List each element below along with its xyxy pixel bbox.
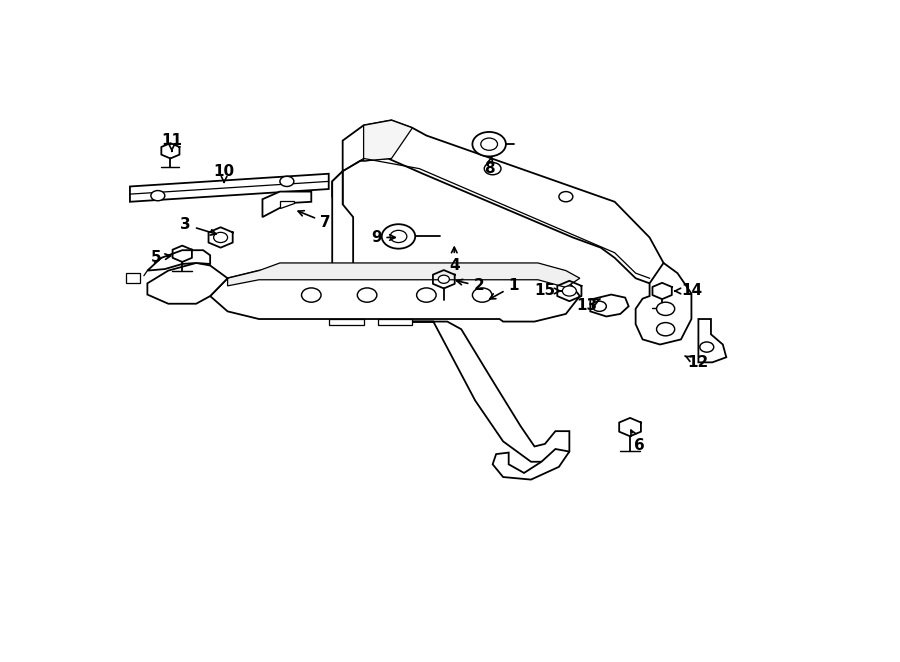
Text: 13: 13 xyxy=(576,299,600,313)
Text: 14: 14 xyxy=(675,283,702,299)
Text: 1: 1 xyxy=(490,279,518,299)
Polygon shape xyxy=(148,263,228,304)
Polygon shape xyxy=(332,171,353,281)
Text: 7: 7 xyxy=(298,211,330,230)
Circle shape xyxy=(390,230,407,242)
Text: 15: 15 xyxy=(535,283,561,299)
Polygon shape xyxy=(635,263,691,344)
Text: 4: 4 xyxy=(449,247,460,273)
Circle shape xyxy=(357,288,377,302)
Text: 8: 8 xyxy=(484,158,494,175)
Polygon shape xyxy=(364,120,412,161)
Polygon shape xyxy=(492,449,570,479)
Polygon shape xyxy=(378,319,412,325)
Polygon shape xyxy=(130,173,328,202)
Circle shape xyxy=(472,288,492,302)
Text: 10: 10 xyxy=(213,164,235,182)
Polygon shape xyxy=(590,295,628,316)
Circle shape xyxy=(472,132,506,156)
Circle shape xyxy=(562,286,576,296)
Text: 5: 5 xyxy=(150,250,171,265)
Circle shape xyxy=(657,322,675,336)
Text: 9: 9 xyxy=(371,230,395,245)
Circle shape xyxy=(484,163,501,175)
Text: 6: 6 xyxy=(631,430,644,453)
Circle shape xyxy=(213,232,228,242)
Text: 12: 12 xyxy=(685,355,709,370)
Circle shape xyxy=(280,176,293,187)
Text: 2: 2 xyxy=(456,279,484,293)
Text: 11: 11 xyxy=(161,133,183,151)
Circle shape xyxy=(382,224,415,249)
Polygon shape xyxy=(263,191,311,217)
Circle shape xyxy=(481,138,498,150)
Polygon shape xyxy=(328,319,364,325)
Circle shape xyxy=(302,288,321,302)
Circle shape xyxy=(151,191,165,201)
Polygon shape xyxy=(211,271,580,322)
Polygon shape xyxy=(308,271,336,293)
Polygon shape xyxy=(148,250,211,271)
Text: 3: 3 xyxy=(180,217,216,235)
Polygon shape xyxy=(126,273,140,283)
Circle shape xyxy=(700,342,714,352)
Polygon shape xyxy=(228,263,580,287)
Polygon shape xyxy=(332,120,663,283)
Circle shape xyxy=(438,275,449,283)
Circle shape xyxy=(657,302,675,316)
Polygon shape xyxy=(412,322,570,462)
Circle shape xyxy=(559,191,573,202)
Circle shape xyxy=(417,288,436,302)
Polygon shape xyxy=(280,201,293,208)
Circle shape xyxy=(592,301,607,311)
Polygon shape xyxy=(698,319,726,362)
